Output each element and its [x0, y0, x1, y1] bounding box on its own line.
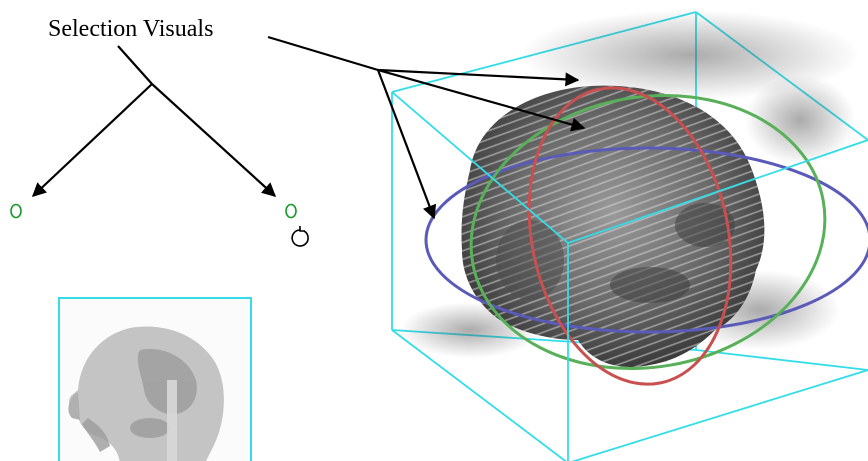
selection-handle-icon[interactable]	[10, 203, 22, 219]
right-arrows	[267, 35, 586, 220]
arrow-to-right-handle	[151, 83, 277, 197]
ring-red	[527, 86, 733, 386]
arrow-to-red-ring	[377, 68, 580, 87]
left-arrows	[31, 45, 277, 197]
selection-handle-icon[interactable]	[285, 203, 297, 219]
arrow-to-blue-ring	[376, 69, 437, 220]
caption-selection-visuals: Selection Visuals	[48, 16, 213, 42]
arrow-to-left-handle	[31, 83, 153, 197]
ring-blue	[424, 146, 868, 334]
bounding-box-front	[391, 91, 868, 461]
selection-rings	[424, 86, 868, 386]
arrow-to-green-ring	[377, 68, 586, 132]
volume-smoke	[400, 10, 860, 358]
arrow-stem-right	[267, 35, 379, 72]
volume-render	[391, 10, 868, 461]
arrow-stem-left	[117, 45, 153, 85]
slice-panel	[58, 297, 252, 461]
ring-green	[469, 94, 827, 370]
rotate-icon[interactable]	[291, 226, 309, 247]
